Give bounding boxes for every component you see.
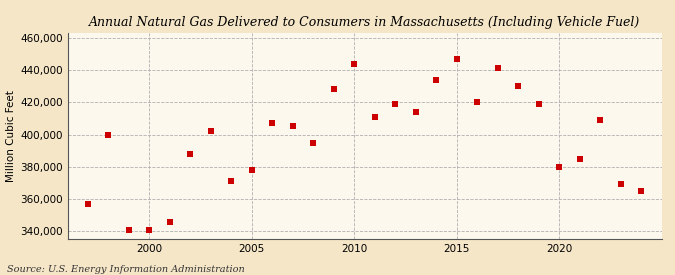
- Point: [246, 168, 257, 172]
- Point: [554, 164, 564, 169]
- Point: [615, 182, 626, 187]
- Point: [144, 227, 155, 232]
- Text: Source: U.S. Energy Information Administration: Source: U.S. Energy Information Administ…: [7, 265, 244, 274]
- Point: [165, 219, 176, 224]
- Point: [636, 189, 647, 193]
- Point: [267, 121, 277, 125]
- Point: [513, 84, 524, 88]
- Point: [533, 102, 544, 106]
- Point: [82, 202, 93, 206]
- Point: [103, 132, 114, 137]
- Point: [349, 61, 360, 66]
- Title: Annual Natural Gas Delivered to Consumers in Massachusetts (Including Vehicle Fu: Annual Natural Gas Delivered to Consumer…: [89, 16, 640, 29]
- Point: [124, 227, 134, 232]
- Point: [390, 102, 401, 106]
- Point: [492, 66, 503, 71]
- Point: [431, 78, 441, 82]
- Point: [574, 156, 585, 161]
- Point: [452, 57, 462, 61]
- Point: [288, 124, 298, 129]
- Y-axis label: Million Cubic Feet: Million Cubic Feet: [6, 90, 16, 182]
- Point: [226, 179, 237, 183]
- Point: [410, 110, 421, 114]
- Point: [328, 87, 339, 92]
- Point: [185, 152, 196, 156]
- Point: [308, 140, 319, 145]
- Point: [205, 129, 216, 133]
- Point: [472, 100, 483, 104]
- Point: [595, 118, 605, 122]
- Point: [369, 115, 380, 119]
